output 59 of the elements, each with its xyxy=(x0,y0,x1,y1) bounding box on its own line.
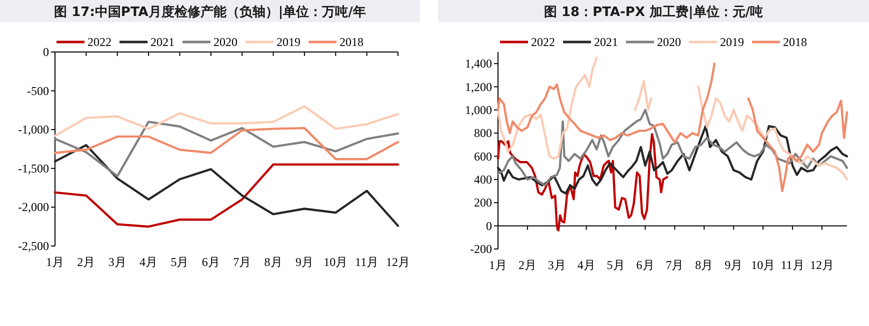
x-tick-label: 11月 xyxy=(355,255,379,269)
legend-label: 2022 xyxy=(88,35,112,49)
x-tick-label: 6月 xyxy=(636,258,654,272)
y-tick-label: 400 xyxy=(474,172,492,186)
x-tick-label: 7月 xyxy=(233,255,252,269)
y-tick-label: -2,000 xyxy=(18,200,49,214)
x-tick-label: 9月 xyxy=(295,255,314,269)
x-tick-label: 1月 xyxy=(46,255,64,269)
legend-label: 2021 xyxy=(594,35,618,49)
legend-label: 2018 xyxy=(340,35,364,49)
x-tick-label: 7月 xyxy=(666,258,684,272)
x-tick-label: 12月 xyxy=(386,255,410,269)
y-tick-label: 600 xyxy=(474,149,492,164)
x-tick-label: 4月 xyxy=(140,255,158,269)
line-series xyxy=(54,144,400,227)
line-series xyxy=(496,108,848,186)
x-tick-label: 9月 xyxy=(724,258,743,272)
x-tick-label: 5月 xyxy=(606,258,625,272)
line-series xyxy=(54,120,400,178)
x-tick-label: 3月 xyxy=(108,255,126,269)
legend-label: 2021 xyxy=(150,35,174,49)
y-tick-label: -1,500 xyxy=(18,161,49,176)
x-tick-label: 8月 xyxy=(695,258,714,272)
y-tick-label: 0 xyxy=(43,45,49,59)
line-series xyxy=(496,125,848,194)
line-series xyxy=(54,163,400,228)
legend-label: 2020 xyxy=(657,35,681,49)
y-tick-label: -500 xyxy=(27,84,49,98)
line-series xyxy=(54,126,400,160)
legend-label: 2022 xyxy=(531,35,555,49)
chart-title: 图 18：PTA-PX 加工费|单位：元/吨 xyxy=(544,4,764,20)
x-tick-label: 2月 xyxy=(518,258,536,272)
x-tick-label: 5月 xyxy=(170,255,189,269)
y-tick-label: 800 xyxy=(474,126,492,140)
chart-title: 图 17:中国PTA月度检修产能（负轴）|单位：万吨/年 xyxy=(54,4,366,20)
x-tick-label: 1月 xyxy=(489,258,507,272)
legend-label: 2018 xyxy=(783,35,807,49)
x-tick-label: 6月 xyxy=(202,255,220,269)
x-tick-label: 8月 xyxy=(264,255,282,269)
y-tick-label: -1,000 xyxy=(18,122,49,137)
x-tick-label: 4月 xyxy=(577,258,596,272)
line-series xyxy=(496,133,668,232)
line-series xyxy=(54,105,400,137)
x-tick-label: 10月 xyxy=(751,258,776,272)
y-tick-label: 1,400 xyxy=(465,56,492,71)
y-tick-label: 1,200 xyxy=(465,80,492,94)
legend-label: 2020 xyxy=(214,35,238,49)
x-tick-label: 2月 xyxy=(77,255,96,269)
x-tick-label: 11月 xyxy=(780,258,804,272)
y-tick-label: 0 xyxy=(486,218,492,233)
y-tick-label: -200 xyxy=(470,242,492,256)
legend-label: 2019 xyxy=(720,35,744,49)
x-tick-label: 12月 xyxy=(810,258,834,272)
y-tick-label: 1,000 xyxy=(465,102,492,117)
x-tick-label: 10月 xyxy=(324,255,348,269)
legend-label: 2019 xyxy=(276,35,300,49)
x-tick-label: 3月 xyxy=(548,258,566,272)
y-tick-label: 200 xyxy=(474,196,492,210)
y-tick-label: -2,500 xyxy=(18,239,49,253)
